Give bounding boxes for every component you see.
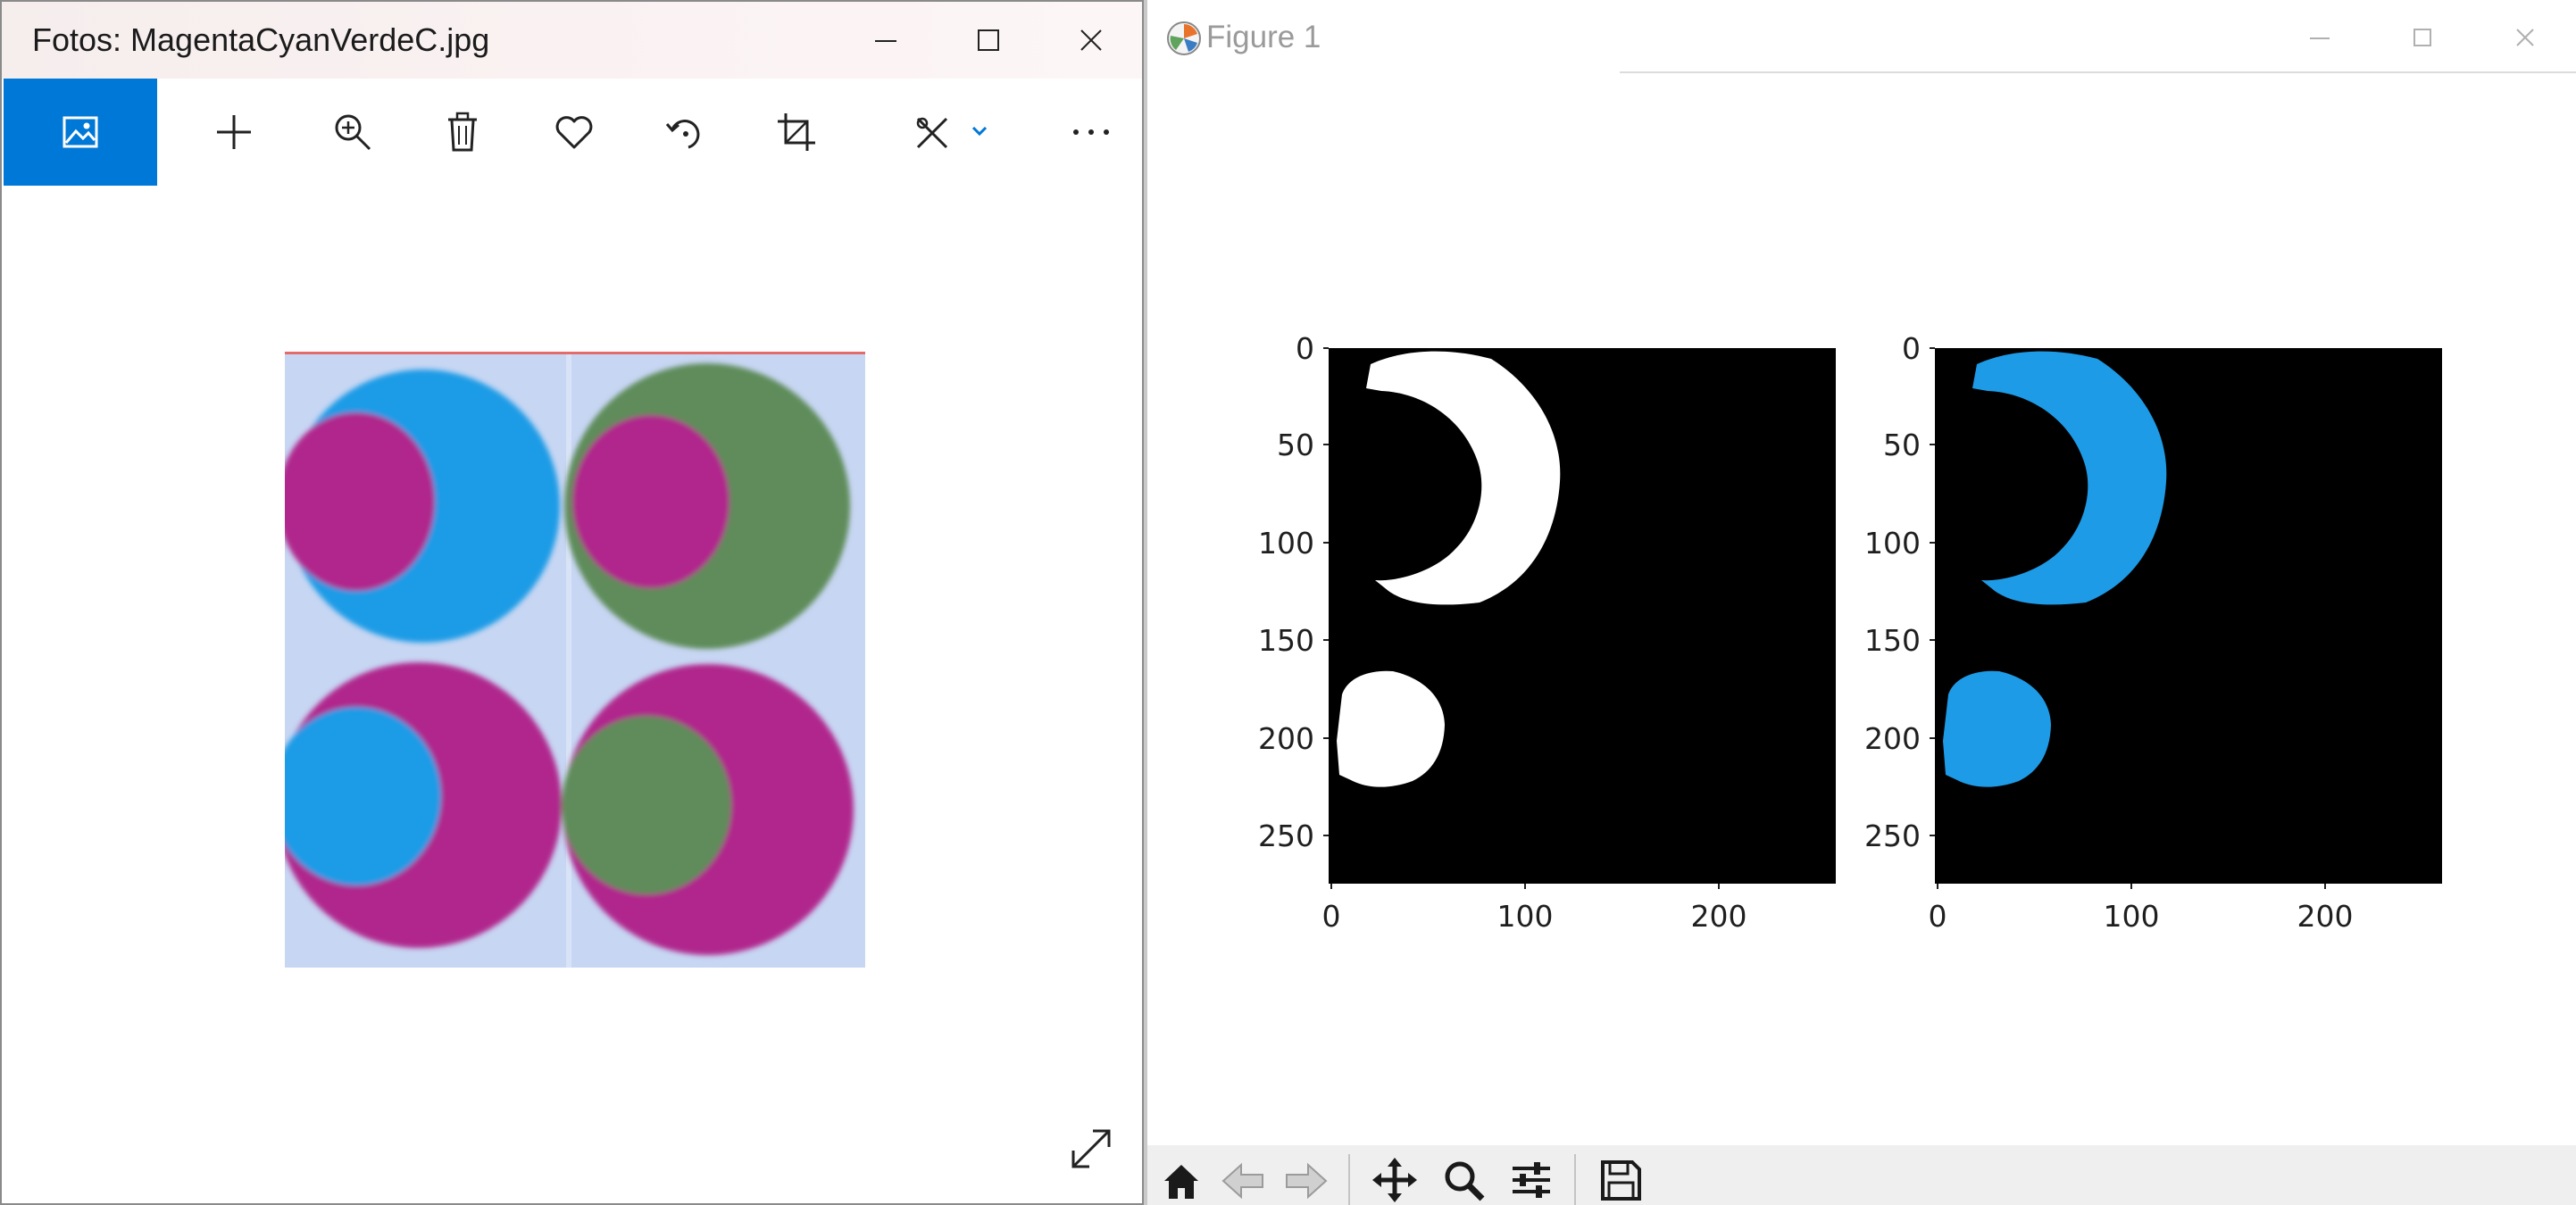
maximize-button[interactable]	[937, 2, 1039, 79]
mask-crescent	[1366, 351, 1561, 605]
y-tick-label: 50	[1883, 428, 1921, 462]
view-image-button[interactable]	[4, 79, 157, 186]
move-icon	[1372, 1157, 1417, 1202]
zoom-in-icon	[335, 114, 371, 151]
y-tick-label: 0	[1902, 331, 1921, 366]
expand-icon	[1071, 1129, 1111, 1168]
y-tick-label: 150	[1864, 623, 1921, 658]
x-tick-label: 200	[1691, 899, 1747, 934]
rotate-button[interactable]	[650, 79, 721, 186]
magnifier-icon	[1445, 1161, 1485, 1201]
y-tick-label: 150	[1258, 623, 1314, 658]
edit-draw-icon	[916, 117, 988, 149]
sliders-icon	[1513, 1161, 1550, 1198]
x-tick-label: 200	[2297, 899, 2354, 934]
photos-window: Fotos: MagentaCyanVerdeC.jpg	[0, 0, 1144, 1205]
maximize-icon	[977, 29, 999, 51]
pan-button[interactable]	[1366, 1154, 1423, 1205]
heart-icon	[555, 116, 593, 149]
close-icon	[1080, 29, 1102, 51]
photo-image	[285, 352, 865, 968]
fullscreen-button[interactable]	[1064, 1122, 1118, 1176]
y-tick-label: 50	[1277, 428, 1314, 462]
zoom-button[interactable]	[317, 79, 388, 186]
zoom-rect-button[interactable]	[1435, 1154, 1492, 1205]
toolbar-separator	[1574, 1154, 1576, 1205]
minimize-icon	[874, 40, 896, 42]
axes-colored-background	[1935, 348, 2442, 884]
toolbar-separator	[1348, 1154, 1350, 1205]
mask-blob	[1337, 670, 1445, 787]
delete-button[interactable]	[427, 79, 498, 186]
favorite-button[interactable]	[538, 79, 610, 186]
save-figure-button[interactable]	[1592, 1154, 1649, 1205]
colored-blob	[1943, 670, 2051, 787]
y-tick-label: 250	[1864, 819, 1921, 853]
maximize-icon	[2413, 29, 2431, 46]
circle-bottom-left	[285, 662, 562, 948]
crop-button[interactable]	[761, 79, 832, 186]
photos-title: Fotos: MagentaCyanVerdeC.jpg	[32, 21, 490, 58]
matplotlib-logo-icon	[1167, 21, 1201, 55]
window-gap	[1144, 0, 1147, 1205]
y-tick-label: 250	[1258, 819, 1314, 853]
crop-icon	[778, 113, 815, 151]
figure-window: Figure 1	[1147, 0, 2576, 1205]
more-options-button[interactable]	[1055, 79, 1127, 186]
x-tick-label: 100	[1497, 899, 1554, 934]
colored-crescent	[1972, 351, 2167, 605]
trash-icon	[448, 112, 477, 152]
photos-toolbar	[2, 79, 1142, 186]
matplotlib-toolbar	[1147, 1145, 2576, 1205]
minimize-button[interactable]	[834, 2, 937, 79]
home-icon	[1164, 1164, 1198, 1199]
figure-minimize-button[interactable]	[2268, 0, 2371, 75]
y-tick-label: 200	[1258, 721, 1314, 756]
figure-canvas: 0 50 100 150 200 250 0 100 200	[1258, 331, 2442, 934]
photo-canvas	[285, 354, 865, 968]
floppy-disk-icon	[1601, 1159, 1641, 1201]
figure-close-button[interactable]	[2473, 0, 2576, 75]
circle-top-right	[564, 363, 850, 649]
figure-title-divider	[1620, 71, 2576, 73]
axes-mask-background	[1329, 348, 1836, 884]
image-icon	[63, 116, 98, 148]
figure-maximize-button[interactable]	[2371, 0, 2473, 75]
add-icon	[217, 115, 251, 149]
y-tick-label: 200	[1864, 721, 1921, 756]
back-button[interactable]	[1214, 1154, 1271, 1205]
add-button[interactable]	[198, 79, 270, 186]
photos-titlebar[interactable]: Fotos: MagentaCyanVerdeC.jpg	[2, 2, 1142, 79]
circle-bottom-right	[562, 664, 854, 955]
y-tick-label: 100	[1864, 526, 1921, 561]
y-tick-label: 0	[1296, 331, 1314, 366]
circle-top-left	[285, 370, 560, 643]
x-tick-label: 0	[1929, 899, 1947, 934]
rotate-icon	[665, 120, 700, 149]
figure-titlebar[interactable]: Figure 1	[1147, 0, 2576, 75]
y-tick-label: 100	[1258, 526, 1314, 561]
axes-mask: 0 50 100 150 200 250 0 100 200	[1258, 331, 1836, 934]
back-arrow-icon	[1221, 1162, 1263, 1199]
x-tick-label: 0	[1322, 899, 1341, 934]
configure-subplots-button[interactable]	[1503, 1154, 1560, 1205]
home-button[interactable]	[1153, 1154, 1210, 1205]
forward-arrow-icon	[1286, 1162, 1328, 1199]
minimize-icon	[2309, 37, 2330, 39]
edit-create-button[interactable]	[908, 79, 997, 186]
axes-colored: 0 50 100 150 200 250 0 100 200	[1864, 331, 2442, 934]
figure-title: Figure 1	[1206, 20, 1321, 54]
more-icon	[1073, 129, 1109, 135]
forward-button[interactable]	[1278, 1154, 1335, 1205]
close-icon	[2515, 29, 2534, 46]
close-button[interactable]	[1039, 2, 1142, 79]
x-tick-label: 100	[2104, 899, 2160, 934]
